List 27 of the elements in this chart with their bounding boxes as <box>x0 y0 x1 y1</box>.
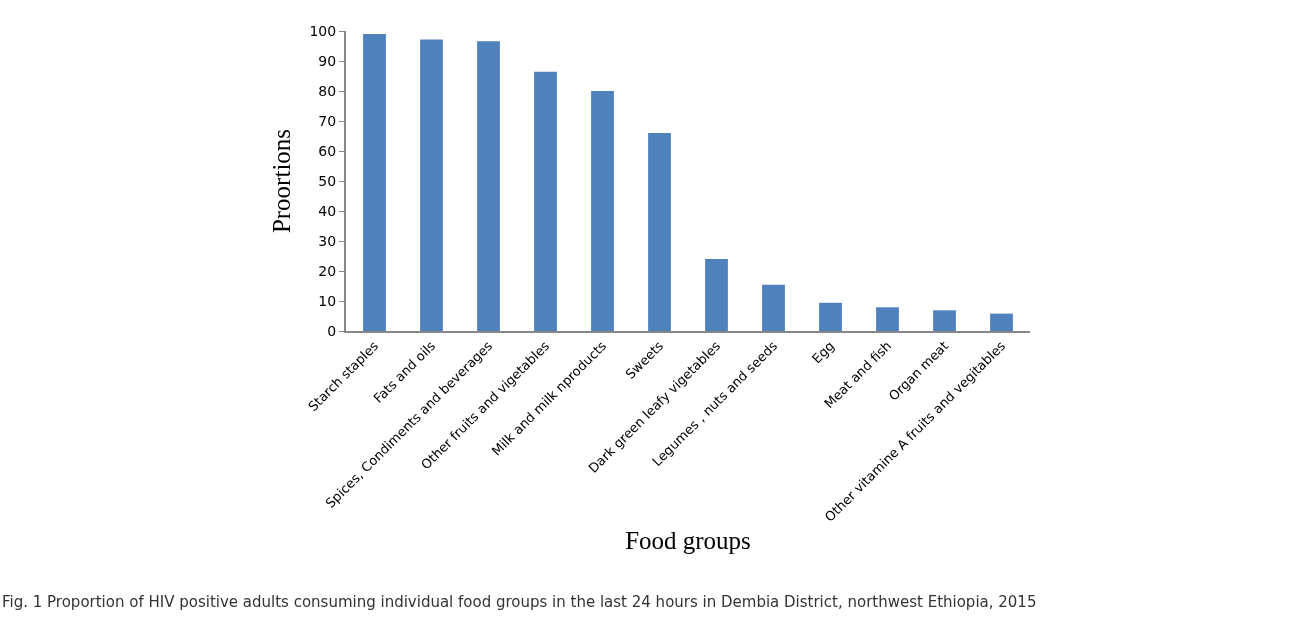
bar <box>990 313 1013 331</box>
bar <box>534 71 557 331</box>
bar <box>705 259 728 331</box>
bar <box>876 307 899 331</box>
bar <box>819 302 842 331</box>
x-axis-title: Food groups <box>625 527 751 555</box>
y-tick-label: 80 <box>318 82 337 99</box>
y-tick-label: 100 <box>309 22 337 39</box>
bar <box>363 34 386 331</box>
y-tick-label: 20 <box>318 262 337 279</box>
y-tick-label: 70 <box>318 112 337 129</box>
bar <box>420 39 443 331</box>
bar <box>591 91 614 331</box>
bar <box>477 41 500 331</box>
y-axis-title: Proortions <box>267 128 295 234</box>
y-tick-label: 0 <box>327 322 337 339</box>
y-tick-label: 40 <box>318 202 337 219</box>
y-tick-label: 50 <box>318 172 337 189</box>
y-tick-label: 30 <box>318 232 337 249</box>
x-tick-label: Egg <box>809 338 838 367</box>
bar <box>762 284 785 331</box>
y-tick-label: 10 <box>318 292 337 309</box>
bar <box>933 310 956 331</box>
bar <box>648 133 671 331</box>
caption: Fig. 1 Proportion of HIV positive adults consuming individual food groups in the last 24 hours in Dembia District, northwest Ethiopia, 2015 <box>2 593 1037 611</box>
y-tick-label: 90 <box>318 52 337 69</box>
y-tick-label: 60 <box>318 142 337 159</box>
